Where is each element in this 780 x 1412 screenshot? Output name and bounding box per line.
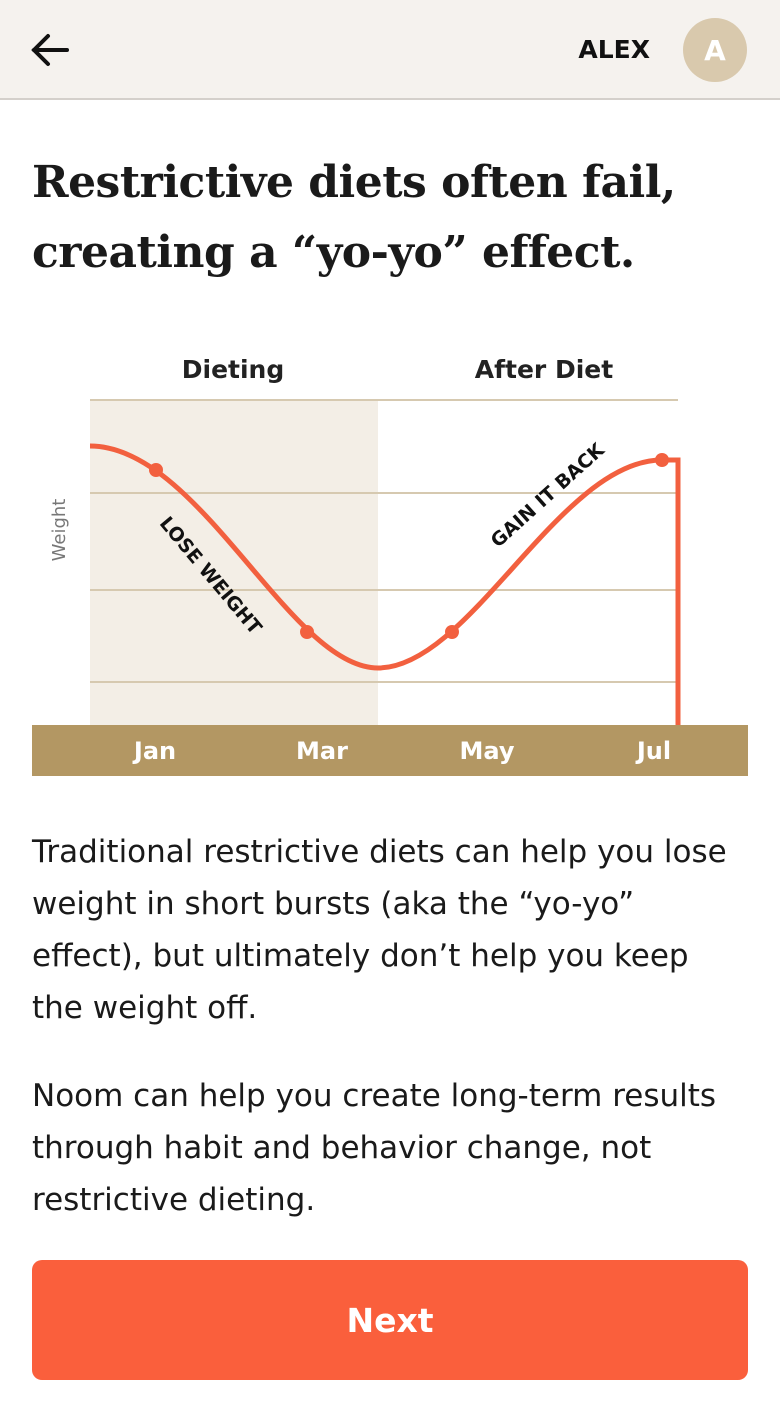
month-band	[32, 725, 748, 776]
weight-curve	[89, 443, 681, 725]
title-line: Restrictive diets often fail,	[32, 157, 676, 208]
phase-label: Dieting	[182, 355, 285, 384]
paragraph: Noom can help you create long-term resul…	[32, 1078, 717, 1218]
paragraph: Traditional restrictive diets can help y…	[32, 834, 727, 1026]
phase-label: After Diet	[475, 355, 613, 384]
guide-lines	[90, 399, 678, 683]
title: Restrictive diets often fail, creating a…	[32, 148, 762, 288]
title-line: creating a “yo-yo” effect.	[32, 227, 635, 278]
avatar[interactable]	[683, 18, 747, 82]
dieting-shade	[90, 400, 378, 725]
user-name[interactable]: ALEX	[578, 35, 650, 64]
header: ALEX A	[0, 0, 780, 100]
month-label: May	[460, 737, 515, 765]
month-label: Mar	[296, 737, 348, 765]
annotation: GAIN IT BACK	[487, 438, 610, 552]
month-label: Jan	[132, 737, 176, 765]
illustration: Dieting After Diet Weight LOSE WEIGHT GA…	[32, 355, 748, 776]
avatar-initial: A	[704, 34, 726, 67]
curve-dots	[149, 453, 669, 639]
next-button[interactable]: Next	[32, 1260, 748, 1380]
y-axis-label: Weight	[49, 499, 70, 562]
header-icons: ALEX A	[31, 18, 747, 82]
month-label: Jul	[635, 737, 671, 765]
back-arrow[interactable]	[31, 34, 69, 66]
